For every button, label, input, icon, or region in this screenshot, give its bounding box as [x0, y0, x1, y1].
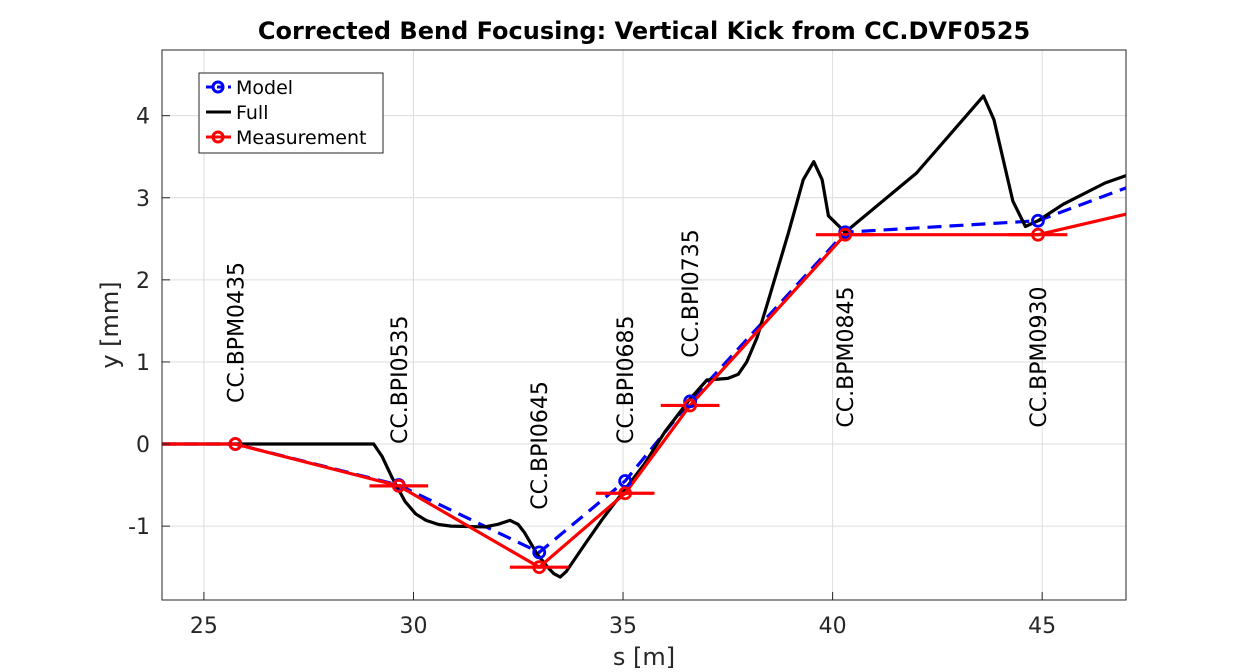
series-line-full [162, 94, 1127, 579]
x-axis-label: s [m] [613, 643, 675, 671]
x-tick-label: 45 [1028, 614, 1056, 639]
legend-measurement-marker [211, 130, 225, 144]
point-measurement [618, 486, 633, 501]
chart-title: Corrected Bend Focusing: Vertical Kick f… [258, 17, 1030, 45]
point-measurement [1031, 227, 1045, 242]
y-tick-label: -1 [128, 515, 150, 540]
point-model [1031, 213, 1045, 228]
marker-layer [228, 213, 1068, 575]
bpm-label: CC.BPI0685 [614, 315, 639, 444]
point-measurement [228, 437, 243, 451]
y-tick-label: 3 [136, 187, 150, 212]
y-tick-label: 0 [136, 433, 150, 458]
y-tick-label: 1 [136, 351, 150, 376]
legend-model-marker [211, 80, 225, 94]
x-tick-label: 35 [609, 614, 637, 639]
tick-layer: 25 30 35 40 45 -1 0 1 2 3 4 [128, 105, 1056, 639]
legend-model-label: Model [236, 77, 293, 99]
point-measurement [683, 398, 698, 413]
plot-content [162, 94, 1127, 579]
bpm-label: CC.BPI0735 [679, 229, 704, 358]
legend: Model Full Measurement [198, 72, 384, 154]
bpm-label: CC.BPM0845 [834, 287, 859, 428]
point-measurement [532, 560, 547, 575]
bpm-label: CC.BPI0645 [528, 381, 553, 510]
bpm-label: CC.BPM0930 [1027, 287, 1052, 428]
axes-box [161, 49, 1127, 601]
point-measurement [391, 478, 406, 493]
x-tick-label: 25 [190, 614, 218, 639]
point-measurement [838, 227, 853, 242]
bpm-label-layer: CC.BPM0435 CC.BPI0535 CC.BPI0645 CC.BPI0685… [224, 229, 1052, 509]
bpm-label: CC.BPI0535 [388, 315, 413, 444]
series-line-model [162, 186, 1127, 554]
x-tick-label: 30 [399, 614, 427, 639]
y-tick-label: 2 [136, 269, 150, 294]
point-model [532, 545, 547, 560]
legend-full-label: Full [236, 102, 269, 124]
y-tick-label: 4 [136, 105, 150, 130]
x-tick-label: 40 [819, 614, 847, 639]
y-axis-label: y [mm] [96, 281, 124, 368]
legend-measurement-label: Measurement [236, 127, 366, 149]
bpm-label: CC.BPM0435 [224, 262, 249, 403]
